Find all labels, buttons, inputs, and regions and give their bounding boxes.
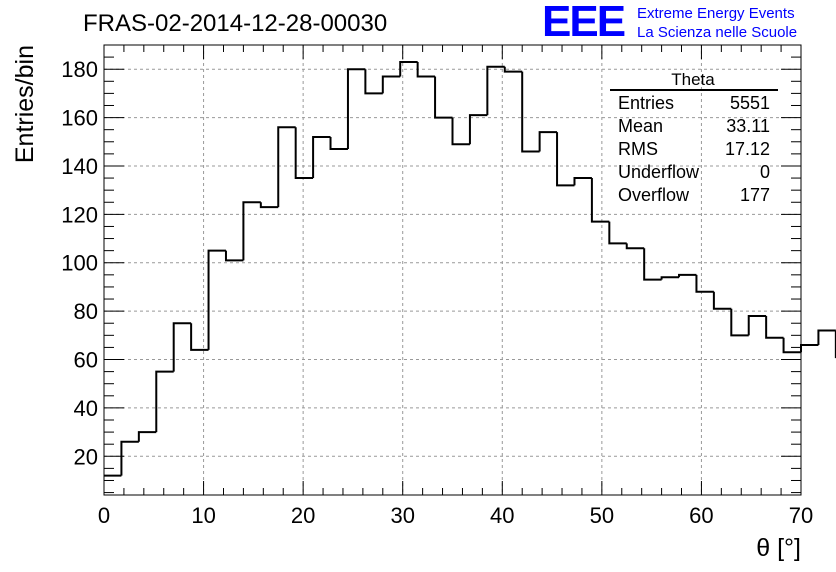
- histogram-bin: [120, 440, 139, 476]
- histogram-bin: [747, 314, 767, 336]
- histogram-bin: [259, 202, 279, 209]
- histogram-bin: [364, 69, 383, 95]
- stats-label: Overflow: [618, 185, 690, 205]
- histogram-bin: [294, 127, 314, 180]
- histogram-bin: [224, 250, 244, 262]
- x-tick-label: 60: [689, 503, 713, 528]
- x-tick-label: 70: [789, 503, 813, 528]
- stats-row-rms: RMS 17.12: [618, 138, 770, 161]
- histogram-bin: [678, 273, 697, 278]
- y-tick-label: 160: [61, 106, 98, 131]
- histogram-bin: [573, 177, 592, 186]
- histogram-bin: [660, 276, 680, 280]
- y-tick-label: 40: [74, 396, 98, 421]
- y-tick-label: 60: [74, 348, 98, 373]
- histogram-bin: [503, 66, 523, 73]
- histogram-bin: [817, 329, 836, 345]
- histogram-bin: [381, 75, 401, 94]
- histogram-bin: [451, 117, 470, 146]
- y-tick-label: 120: [61, 202, 98, 227]
- eee-logo-line1: Extreme Energy Events: [637, 5, 795, 22]
- histogram-bin: [730, 308, 749, 337]
- histogram-bin: [521, 71, 540, 153]
- y-tick-label: 20: [74, 444, 98, 469]
- x-axis-label: θ [°]: [756, 534, 801, 562]
- x-tick-label: 10: [191, 503, 215, 528]
- x-tick-label: 20: [291, 503, 315, 528]
- histogram-bin: [800, 344, 819, 353]
- histogram-bin: [538, 131, 558, 152]
- stats-row-entries: Entries 5551: [618, 92, 770, 115]
- histogram-bin: [207, 249, 226, 350]
- histogram-bin: [190, 323, 209, 351]
- histogram-bin: [416, 61, 436, 78]
- stats-value: 0: [759, 162, 770, 182]
- chart-title: FRAS-02-2014-12-28-00030: [83, 10, 388, 37]
- stats-label: RMS: [618, 139, 658, 159]
- histogram-bin: [625, 243, 645, 250]
- histogram-bin: [590, 178, 610, 223]
- x-tick-label: 50: [590, 503, 614, 528]
- eee-logo-text: Extreme Energy Events La Scienza nelle S…: [637, 4, 797, 42]
- x-tick-label: 40: [490, 503, 514, 528]
- stats-label: Underflow: [618, 162, 700, 182]
- stats-label: Entries: [618, 93, 675, 113]
- histogram-bin: [399, 60, 418, 77]
- stats-value: 17.12: [724, 139, 770, 159]
- plot-frame: [103, 44, 802, 496]
- y-tick-label: 140: [61, 154, 98, 179]
- stats-value: 33.11: [726, 116, 770, 136]
- y-axis-label: Entries/bin: [11, 45, 39, 163]
- histogram-bin: [312, 135, 331, 179]
- stats-divider: [610, 89, 778, 91]
- x-tick-label: 30: [390, 503, 414, 528]
- stats-row-underflow: Underflow 0: [618, 161, 770, 184]
- stats-row-mean: Mean 33.11: [618, 115, 770, 138]
- histogram-bin: [608, 221, 627, 245]
- histogram-bin: [242, 201, 261, 261]
- y-tick-label: 100: [61, 251, 98, 276]
- eee-logo-mark: EEE: [542, 0, 626, 46]
- histogram-bin: [643, 248, 662, 281]
- y-tick-label: 180: [61, 57, 98, 82]
- histogram-bin: [468, 114, 488, 145]
- eee-logo-line2: La Scienza nelle Scuole: [637, 24, 798, 41]
- histogram-bin: [137, 431, 157, 442]
- stats-histogram-name: Theta: [671, 70, 715, 89]
- stats-label: Mean: [618, 116, 664, 136]
- histogram-bin: [155, 370, 174, 433]
- stats-box: Theta Entries 5551 Mean 33.11 RMS 17.12 …: [608, 70, 778, 210]
- histogram-bin: [172, 322, 192, 372]
- histogram-bin: [486, 65, 505, 116]
- histogram-bin: [346, 68, 366, 150]
- x-tick-label: 0: [98, 503, 110, 528]
- histogram-bin: [712, 291, 732, 310]
- y-tick-label: 80: [74, 299, 98, 324]
- stats-value: 5551: [729, 93, 770, 113]
- histogram-bin: [695, 274, 714, 293]
- histogram-bin: [782, 337, 801, 354]
- histogram-bin: [765, 315, 784, 339]
- histogram-bin: [434, 76, 453, 119]
- histogram-bin: [329, 136, 348, 151]
- histogram-bin: [277, 126, 296, 208]
- stats-row-overflow: Overflow 177: [618, 184, 770, 207]
- stats-value: 177: [739, 185, 770, 205]
- histogram-bin: [556, 132, 575, 187]
